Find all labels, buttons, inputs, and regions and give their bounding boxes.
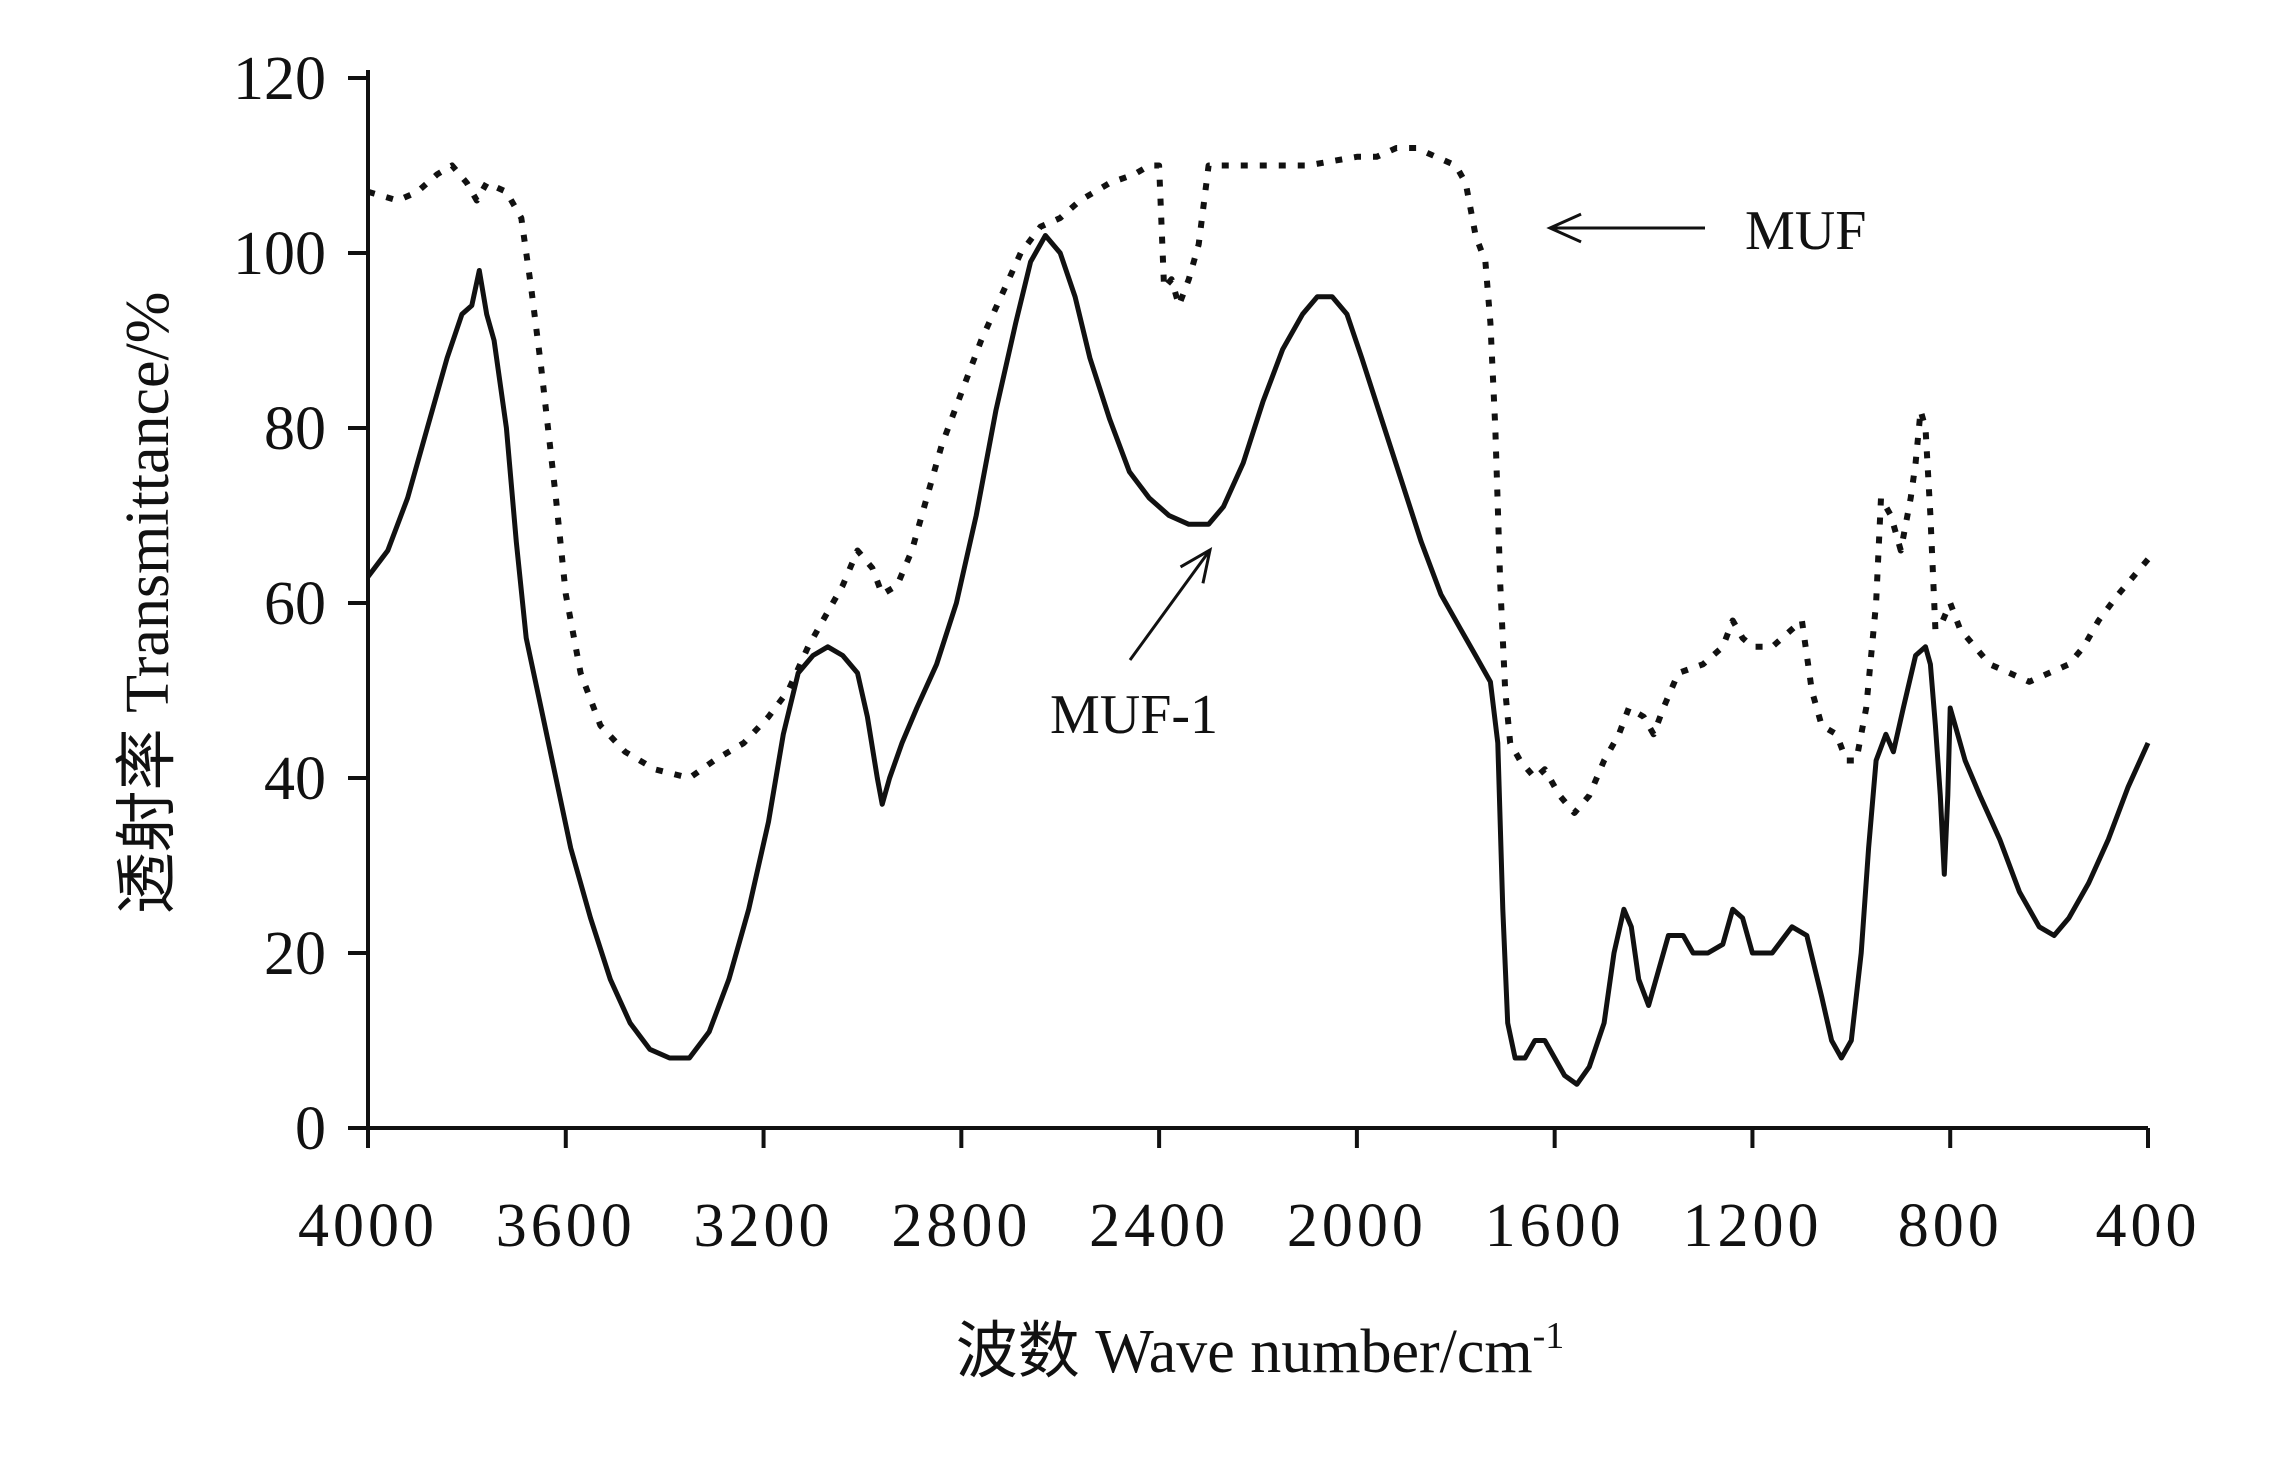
x-tick-label: 4000 bbox=[298, 1192, 438, 1260]
y-axis-title: 透射率 Transmittance/% bbox=[114, 292, 182, 915]
muf-annotation-label: MUF bbox=[1745, 200, 1866, 262]
series-layer bbox=[366, 145, 2151, 1087]
y-tick-label: 60 bbox=[264, 570, 326, 638]
x-tick-label: 800 bbox=[1898, 1192, 2003, 1260]
muf-annotation-arrow bbox=[1546, 212, 1705, 244]
x-tick-label: 1600 bbox=[1485, 1192, 1625, 1260]
x-axis-title: 波数 Wave number/cm-1 bbox=[956, 1315, 1565, 1386]
x-axis-title-text: 波数 Wave number/cm bbox=[956, 1318, 1533, 1386]
axes: 0 20 40 60 80 100 120 4000 3600 3200 2800 2400 2000 1… bbox=[114, 45, 2201, 1386]
x-tick-label: 1200 bbox=[1682, 1192, 1822, 1260]
x-tick-label: 2800 bbox=[891, 1192, 1031, 1260]
muf1-annotation-label: MUF-1 bbox=[1050, 684, 1218, 746]
y-tick-label: 100 bbox=[233, 220, 326, 288]
y-tick-label: 20 bbox=[264, 920, 326, 988]
series-line-muf-1 bbox=[366, 233, 2151, 1087]
y-tick-label: 120 bbox=[233, 45, 326, 113]
y-tick-label: 40 bbox=[264, 745, 326, 813]
y-tick-label: 0 bbox=[295, 1095, 326, 1163]
x-tick-label: 3600 bbox=[496, 1192, 636, 1260]
x-tick-label: 2400 bbox=[1089, 1192, 1229, 1260]
series-line-muf bbox=[367, 145, 2151, 816]
x-tick-label: 400 bbox=[2096, 1192, 2201, 1260]
x-tick-label: 2000 bbox=[1287, 1192, 1427, 1260]
y-tick-label: 80 bbox=[264, 395, 326, 463]
x-axis-title-superscript: -1 bbox=[1533, 1315, 1565, 1357]
muf1-annotation-arrow bbox=[1128, 547, 1213, 661]
annotations: MUF MUF-1 bbox=[1050, 200, 1866, 746]
x-tick-label: 3200 bbox=[694, 1192, 834, 1260]
